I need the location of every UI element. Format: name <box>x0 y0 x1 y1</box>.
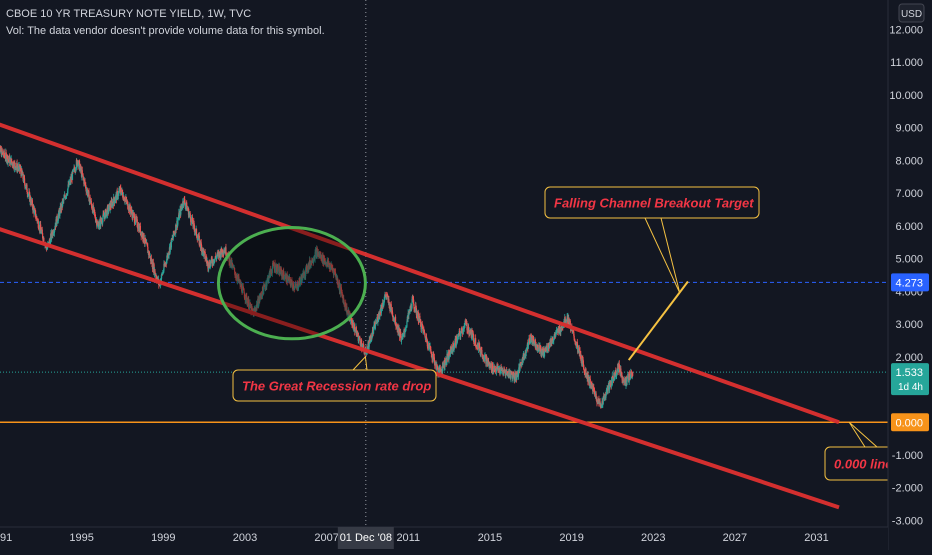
candle-body <box>406 321 407 326</box>
time-axis-bg <box>0 527 888 550</box>
candle-body <box>607 390 608 393</box>
time-axis: 1991 1995 1999 2003 2007 2011 2015 2019 2023 2027… <box>0 527 888 550</box>
time-tick-label: 2007 <box>314 532 338 544</box>
candle-body <box>369 343 370 344</box>
candle-body <box>602 404 603 405</box>
currency-badge[interactable]: USD <box>899 4 924 22</box>
time-tick-label: 2015 <box>478 532 502 544</box>
time-tick-label: 1995 <box>69 532 93 544</box>
candle-body <box>437 366 438 367</box>
time-tick-label: 2003 <box>233 532 257 544</box>
candle-body <box>24 178 25 183</box>
last-price-text: 1.533 <box>895 367 923 379</box>
candle-body <box>15 163 16 167</box>
time-tick-label: 1991 <box>0 532 12 544</box>
price-tick-label: 10.000 <box>889 90 923 102</box>
callout-text: The Great Recession rate drop <box>242 379 431 394</box>
candle-body <box>190 213 191 217</box>
time-tick-label: 2023 <box>641 532 665 544</box>
target-price-label: 4.273 <box>891 273 929 291</box>
candle-body <box>93 208 94 210</box>
price-tick-label: -2.000 <box>892 483 923 495</box>
zero-price-text: 0.000 <box>895 417 923 429</box>
candle-body <box>63 198 64 201</box>
callout-text: 0.000 line <box>834 457 893 472</box>
time-tick-label: 2031 <box>804 532 828 544</box>
price-tick-label: 11.000 <box>890 57 923 69</box>
price-axis: 12.000 11.000 10.000 9.000 8.000 7.000 6.000 5.… <box>888 0 932 550</box>
price-tick-label: -3.000 <box>892 515 923 527</box>
crosshair-time-label: 01 Dec '08 <box>338 527 394 549</box>
price-tick-label: 5.000 <box>895 254 923 266</box>
candle-body <box>118 192 119 196</box>
price-tick-label: -1.000 <box>892 450 923 462</box>
crosshair-time-text: 01 Dec '08 <box>340 532 392 544</box>
time-tick-label: 2011 <box>396 532 420 544</box>
target-price-text: 4.273 <box>895 277 923 289</box>
price-tick-label: 7.000 <box>895 188 923 200</box>
price-tick-label: 12.000 <box>889 24 923 36</box>
last-price-label: 1.533 1d 4h <box>891 363 929 395</box>
zero-price-label: 0.000 <box>891 413 929 431</box>
candle-body <box>632 373 633 376</box>
time-tick-label: 2027 <box>723 532 747 544</box>
candle-body <box>42 230 43 234</box>
callout-text: Falling Channel Breakout Target <box>554 196 754 211</box>
currency-badge-label: USD <box>901 9 922 20</box>
candle-body <box>108 210 109 212</box>
price-tick-label: 8.000 <box>895 155 923 167</box>
bar-countdown-text: 1d 4h <box>898 382 923 393</box>
price-tick-label: 9.000 <box>895 123 923 135</box>
plot-background <box>0 0 888 527</box>
price-tick-label: 3.000 <box>895 319 923 331</box>
time-tick-label: 1999 <box>151 532 175 544</box>
price-tick-label: 2.000 <box>895 352 923 364</box>
price-tick-label: 6.000 <box>895 221 923 233</box>
candle-body <box>413 300 414 304</box>
consolidation-ellipse <box>218 227 365 338</box>
symbol-title: CBOE 10 YR TREASURY NOTE YIELD, 1W, TVC <box>6 8 251 20</box>
volume-note: Vol: The data vendor doesn't provide vol… <box>6 25 325 37</box>
time-tick-label: 2019 <box>559 532 583 544</box>
